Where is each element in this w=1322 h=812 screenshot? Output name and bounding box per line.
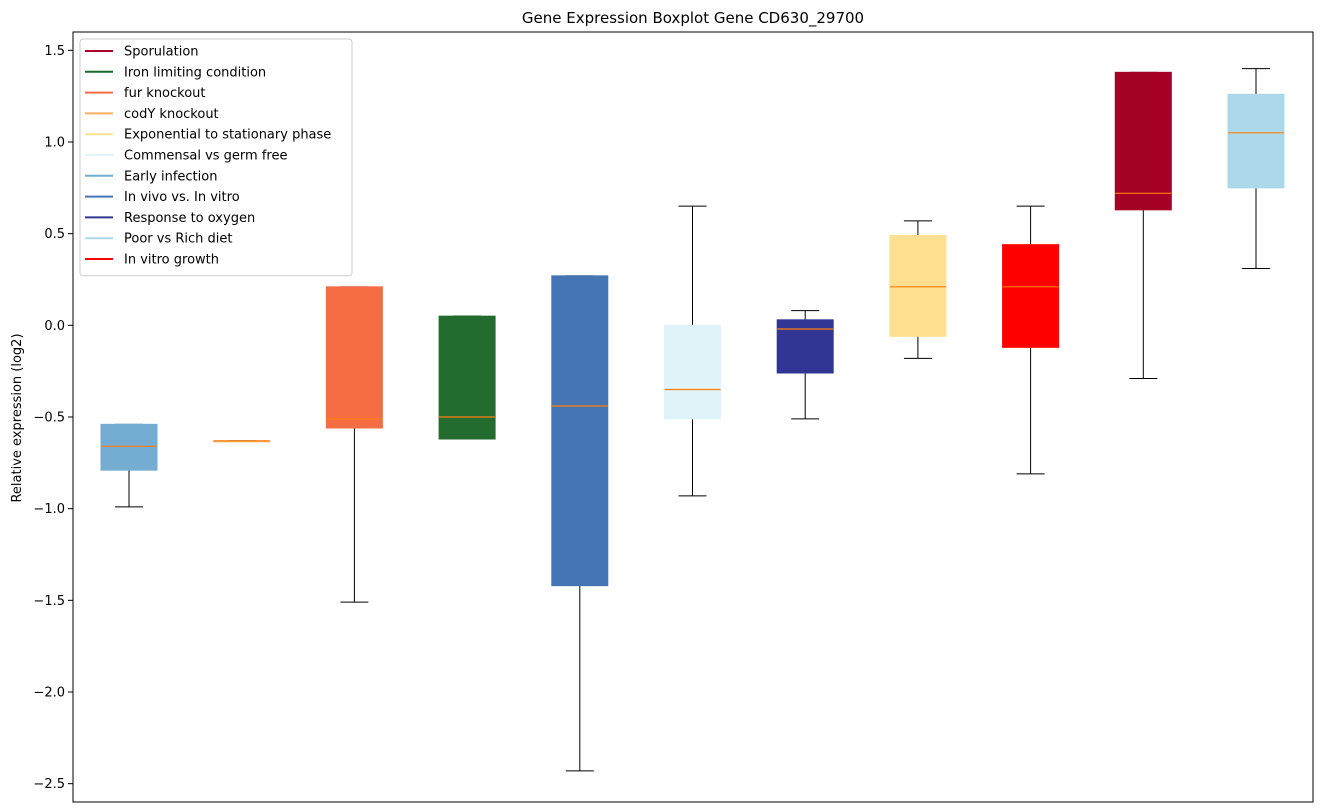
box-body <box>1002 244 1060 348</box>
box-group <box>1114 71 1172 379</box>
box-body <box>1114 71 1172 211</box>
legend-label: fur knockout <box>124 86 206 101</box>
box-group <box>438 315 496 440</box>
boxes-layer <box>100 68 1285 772</box>
legend-item: Commensal vs germ free <box>85 149 287 164</box>
legend: Sporulation Iron limiting condition fur kn… <box>79 38 353 277</box>
legend-item: codY knockout <box>85 107 219 122</box>
box-group <box>664 205 721 497</box>
legend-item: Early infection <box>85 169 217 184</box>
legend-label: Poor vs Rich diet <box>124 232 232 247</box>
legend-label: Early infection <box>124 169 217 184</box>
chart-title: Gene Expression Boxplot Gene CD630_29700 <box>522 9 864 28</box>
legend-box <box>79 38 353 277</box>
box-body <box>438 315 496 440</box>
box-body <box>664 324 721 420</box>
y-tick-label: 1.5 <box>44 44 65 59</box>
box-group <box>889 220 947 359</box>
legend-item: Sporulation <box>85 45 199 60</box>
y-tick-label: −0.5 <box>33 411 65 426</box>
y-tick-label: 0.5 <box>44 227 65 242</box>
box-body <box>325 286 383 429</box>
legend-item: In vitro growth <box>85 253 219 268</box>
box-group <box>1227 68 1285 269</box>
legend-label: Commensal vs germ free <box>124 149 287 164</box>
legend-item: Exponential to stationary phase <box>85 128 331 143</box>
legend-label: Iron limiting condition <box>124 65 266 80</box>
y-tick-label: −2.5 <box>33 777 65 792</box>
legend-label: codY knockout <box>124 107 219 122</box>
y-tick-label: 1.0 <box>44 136 65 151</box>
y-tick-label: 0.0 <box>44 319 65 334</box>
box-group <box>551 275 609 772</box>
box-group <box>776 310 834 420</box>
legend-item: Poor vs Rich diet <box>85 232 232 247</box>
box-group <box>213 440 271 443</box>
y-tick-label: −2.0 <box>33 686 65 701</box>
legend-item: fur knockout <box>85 86 206 101</box>
box-body <box>889 235 947 337</box>
y-axis-label: Relative expression (log2) <box>10 333 25 502</box>
box-body <box>100 423 158 471</box>
box-body <box>1227 93 1285 189</box>
y-tick-label: −1.5 <box>33 594 65 609</box>
y-axis: −2.5 −2.0 −1.5 −1.0 −0.5 0.0 0.5 1.0 1.5 <box>33 44 73 792</box>
legend-item: Iron limiting condition <box>85 65 266 80</box>
legend-label: In vivo vs. In vitro <box>124 190 240 205</box>
y-tick-label: −1.0 <box>33 502 65 517</box>
legend-label: Exponential to stationary phase <box>124 128 331 143</box>
box-body <box>776 319 834 374</box>
box-group <box>325 286 383 603</box>
legend-item: In vivo vs. In vitro <box>85 190 240 205</box>
legend-label: In vitro growth <box>124 253 219 268</box>
box-body <box>551 275 609 587</box>
legend-item: Response to oxygen <box>85 211 255 226</box>
legend-label: Response to oxygen <box>124 211 255 226</box>
box-group <box>100 423 158 508</box>
legend-label: Sporulation <box>124 45 199 60</box>
box-group <box>1002 205 1060 475</box>
plot-frame <box>72 31 1314 803</box>
